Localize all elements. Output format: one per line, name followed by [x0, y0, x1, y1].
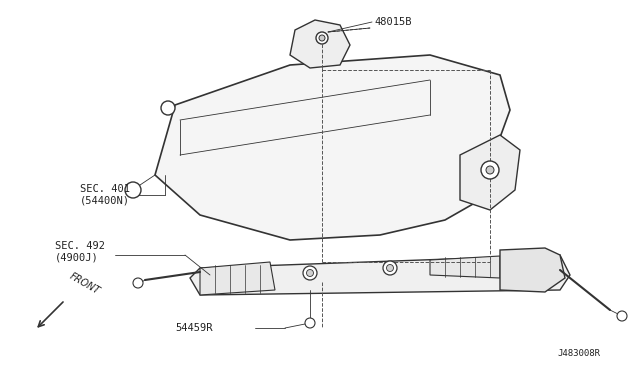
Circle shape [617, 311, 627, 321]
Circle shape [161, 101, 175, 115]
Polygon shape [460, 135, 520, 210]
Circle shape [133, 278, 143, 288]
Polygon shape [430, 256, 500, 278]
Text: J483008R: J483008R [557, 349, 600, 358]
Circle shape [383, 261, 397, 275]
Circle shape [316, 32, 328, 44]
Text: FRONT: FRONT [68, 271, 102, 296]
Circle shape [387, 264, 394, 272]
Circle shape [481, 161, 499, 179]
Circle shape [125, 182, 141, 198]
Text: SEC. 492
(4900J): SEC. 492 (4900J) [55, 241, 105, 263]
Polygon shape [200, 262, 275, 295]
Polygon shape [190, 255, 570, 295]
Polygon shape [500, 248, 565, 292]
Circle shape [319, 35, 325, 41]
Circle shape [303, 266, 317, 280]
Circle shape [305, 318, 315, 328]
Polygon shape [290, 20, 350, 68]
Text: 48015B: 48015B [374, 17, 412, 27]
Text: 54459R: 54459R [175, 323, 212, 333]
Circle shape [307, 269, 314, 276]
Circle shape [486, 166, 494, 174]
Text: SEC. 401
(54400N): SEC. 401 (54400N) [80, 184, 130, 206]
Polygon shape [155, 55, 510, 240]
